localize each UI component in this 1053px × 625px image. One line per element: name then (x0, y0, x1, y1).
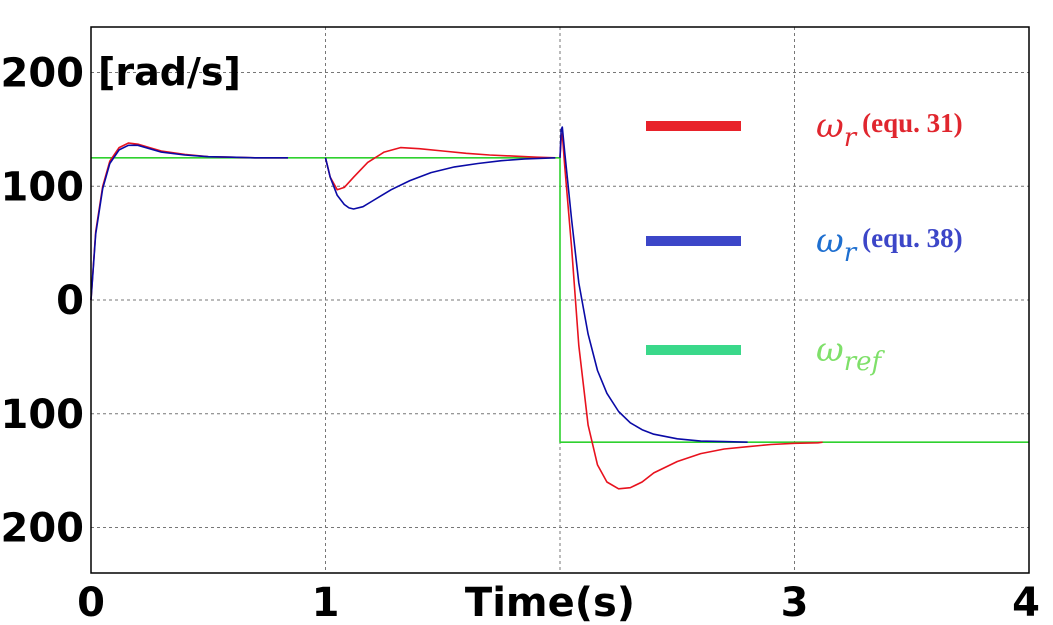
series-line-0 (90, 142, 288, 301)
x-tick-labels: 0 1 3 4 (77, 580, 1040, 625)
x-tick-label: 3 (781, 580, 809, 625)
x-tick-label: 1 (312, 580, 340, 625)
y-tick-label: 100 (1, 164, 85, 210)
series-line-1 (90, 144, 288, 301)
legend-label: ωr (equ. 38) (816, 221, 963, 268)
series-layer (90, 126, 1029, 490)
y-tick-labels: 200 100 0 -100 -200 (0, 51, 84, 552)
x-axis-label: Time(s) (465, 580, 635, 625)
series-line-0 (324, 146, 556, 191)
plot-frame (90, 26, 1030, 574)
legend-label: ωref (816, 330, 886, 377)
legend: ωr (equ. 31) ωr (equ. 38) ωref (646, 106, 963, 377)
series-line-0 (559, 133, 823, 490)
y-axis-label: [rad/s] (98, 50, 241, 94)
x-tick-label: 4 (1012, 580, 1040, 625)
y-tick-label: -200 (0, 506, 84, 552)
y-tick-label: -100 (0, 392, 84, 438)
series-line-1 (559, 126, 748, 443)
x-tick-label: 0 (77, 580, 105, 625)
y-tick-label: 0 (56, 278, 84, 324)
legend-label: ωr (equ. 31) (816, 106, 963, 153)
y-tick-label: 200 (1, 51, 85, 97)
series-line-1 (324, 157, 556, 210)
